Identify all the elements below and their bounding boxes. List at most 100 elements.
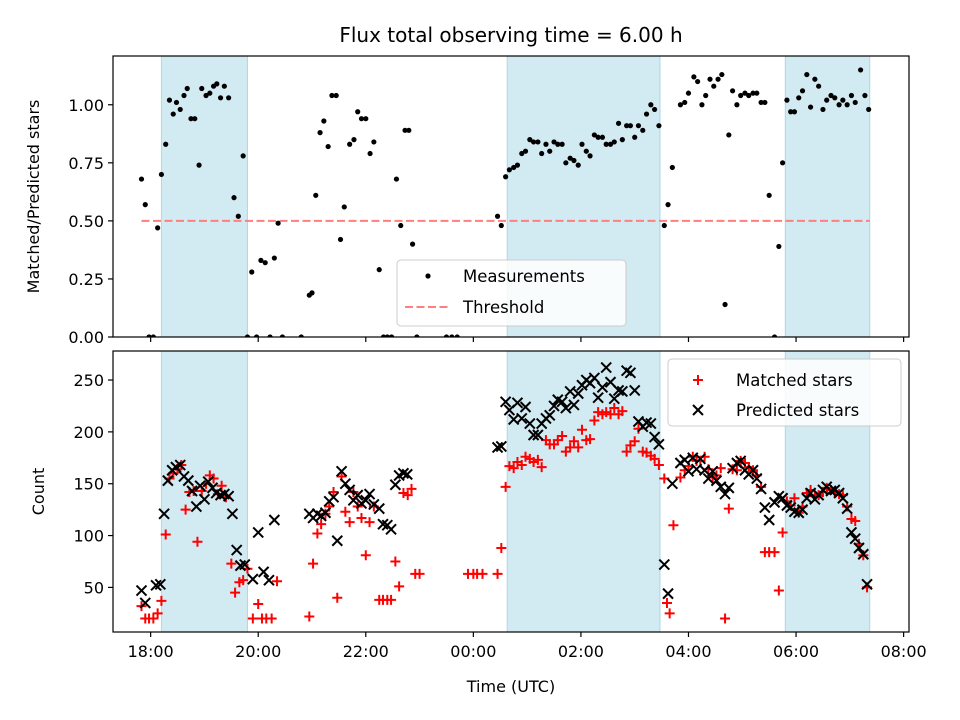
- matched-point: [180, 504, 191, 515]
- predicted-point: [532, 429, 544, 441]
- measurement-point: [321, 118, 327, 124]
- predicted-point: [616, 385, 629, 398]
- predicted-point: [825, 485, 837, 497]
- predicted-point: [327, 491, 340, 503]
- measurement-point: [309, 290, 315, 296]
- x-axis-label: Time (UTC): [466, 677, 555, 696]
- measurement-point: [758, 99, 764, 106]
- predicted-point: [763, 514, 775, 526]
- measurement-point: [363, 116, 369, 122]
- measurement-point: [414, 334, 420, 337]
- measurement-point: [333, 92, 339, 99]
- measurement-point: [402, 127, 408, 133]
- measurement-point: [575, 162, 581, 168]
- measurement-point: [828, 92, 834, 99]
- measurement-point: [163, 141, 169, 147]
- matched-point: [532, 454, 543, 465]
- predicted-point: [645, 417, 657, 430]
- measurement-point: [527, 137, 533, 143]
- x-tick-label: 18:00: [128, 642, 174, 661]
- measurement-point: [376, 267, 382, 273]
- matched-point: [629, 436, 640, 447]
- measurement-point: [244, 334, 251, 337]
- y-tick-label: 0.50: [68, 212, 104, 231]
- measurement-point: [547, 148, 553, 154]
- x-tick-label: 22:00: [343, 642, 389, 661]
- measurement-point: [313, 192, 319, 198]
- predicted-point: [572, 387, 584, 400]
- predicted-point: [702, 472, 715, 485]
- measurement-point: [771, 334, 778, 337]
- measurement-point: [722, 301, 728, 308]
- predicted-point: [182, 474, 195, 487]
- predicted-point: [723, 482, 735, 494]
- measurement-point: [599, 134, 606, 140]
- measurement-point: [551, 139, 557, 145]
- measurement-point: [203, 92, 209, 99]
- axes-frame: [112, 55, 910, 338]
- measurement-point: [862, 92, 868, 99]
- series-matched-stars: [136, 403, 873, 624]
- matched-point: [653, 460, 664, 471]
- measurement-point: [543, 141, 549, 147]
- measurement-point: [298, 334, 304, 337]
- matched-point: [777, 527, 788, 538]
- predicted-point: [516, 412, 528, 425]
- predicted-point: [397, 467, 410, 480]
- predicted-point: [568, 399, 580, 411]
- measurement-point: [682, 99, 688, 106]
- matched-point: [226, 558, 237, 569]
- predicted-point: [628, 384, 641, 397]
- measurement-point: [199, 85, 205, 92]
- measurement-point: [866, 106, 872, 113]
- y-axis-label: Count: [29, 468, 48, 516]
- measurement-point: [640, 127, 646, 133]
- matched-point: [344, 517, 355, 528]
- measurement-point: [583, 148, 589, 154]
- measurement-point: [776, 243, 782, 250]
- measurement-point: [715, 76, 721, 82]
- measurement-point: [567, 155, 573, 161]
- measurement-point: [443, 334, 450, 337]
- predicted-point: [491, 441, 504, 454]
- predicted-point: [706, 465, 719, 477]
- predicted-point: [158, 508, 170, 520]
- measurement-point: [669, 164, 675, 171]
- matched-point: [573, 442, 584, 453]
- measurement-point: [355, 109, 361, 115]
- legend-top: Measurements Threshold: [396, 259, 627, 327]
- predicted-point: [360, 494, 372, 507]
- measurement-point: [406, 127, 412, 133]
- predicted-point: [252, 526, 264, 539]
- predicted-point: [524, 417, 536, 430]
- legend-measurements-label: Measurements: [463, 267, 585, 286]
- measurement-point: [788, 109, 794, 115]
- y-tick-label: 150: [73, 475, 104, 494]
- predicted-point: [154, 578, 167, 591]
- measurement-point: [341, 204, 347, 210]
- predicted-point: [796, 503, 809, 516]
- predicted-point: [331, 535, 343, 547]
- y-axis-label: Matched/Predicted stars: [24, 100, 43, 294]
- measurement-point: [262, 260, 268, 266]
- measurement-point: [738, 92, 744, 99]
- legend-matched-label: Matched stars: [736, 371, 853, 390]
- matched-point: [402, 490, 413, 501]
- measurement-point: [857, 67, 864, 73]
- measurement-point: [214, 81, 220, 87]
- matched-point: [247, 613, 258, 624]
- measurement-point: [514, 162, 521, 168]
- matched-point: [557, 431, 568, 442]
- measurement-point: [409, 241, 416, 247]
- predicted-point: [857, 548, 869, 560]
- y-tick-label: 100: [73, 527, 104, 546]
- measurement-point: [579, 141, 585, 147]
- matched-point: [850, 516, 861, 527]
- measurement-point: [150, 334, 156, 337]
- matched-point: [390, 556, 401, 567]
- legend-box: [396, 259, 627, 327]
- predicted-point: [662, 587, 674, 600]
- measurement-point: [530, 139, 537, 145]
- matched-point: [715, 463, 726, 474]
- predicted-point: [222, 490, 235, 502]
